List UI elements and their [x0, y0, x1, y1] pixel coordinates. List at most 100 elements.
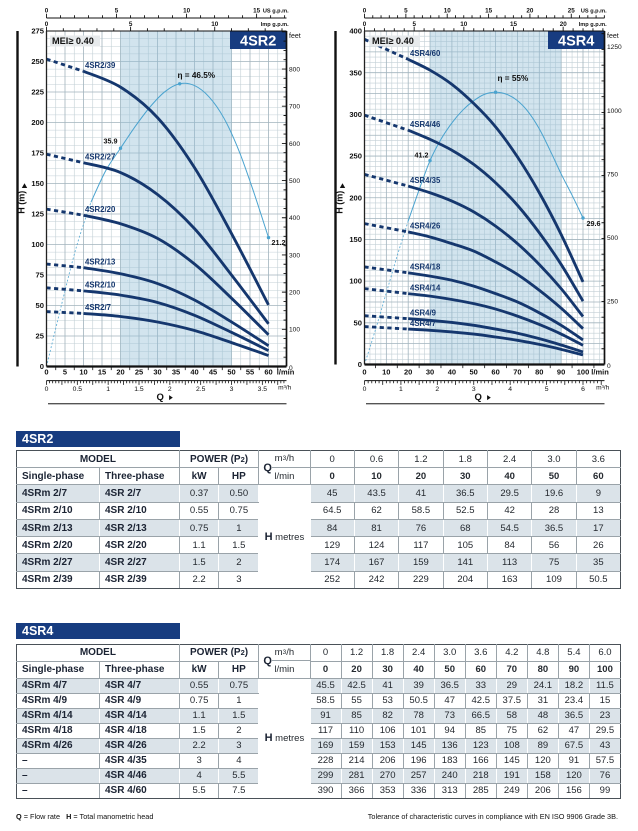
svg-text:2: 2 — [168, 386, 172, 393]
svg-text:40: 40 — [448, 368, 456, 377]
svg-text:10: 10 — [444, 8, 452, 15]
svg-text:50: 50 — [470, 368, 478, 377]
svg-text:10: 10 — [211, 21, 219, 28]
svg-text:100: 100 — [577, 368, 590, 377]
svg-text:100: 100 — [349, 277, 362, 286]
svg-text:50: 50 — [354, 318, 362, 327]
svg-text:25: 25 — [568, 8, 576, 15]
svg-text:4SR4: 4SR4 — [558, 34, 594, 50]
svg-text:4: 4 — [508, 386, 512, 393]
svg-text:MEI≥ 0.40: MEI≥ 0.40 — [372, 36, 414, 46]
svg-text:500: 500 — [289, 178, 300, 185]
svg-text:0: 0 — [363, 386, 367, 393]
svg-text:15: 15 — [253, 8, 261, 15]
svg-text:55: 55 — [246, 368, 254, 377]
svg-text:4SR4/7: 4SR4/7 — [410, 319, 436, 328]
svg-text:2.5: 2.5 — [196, 386, 206, 393]
svg-text:20: 20 — [404, 368, 412, 377]
svg-text:Q: Q — [475, 392, 482, 403]
svg-text:35.9: 35.9 — [104, 137, 118, 146]
svg-text:20: 20 — [526, 8, 534, 15]
svg-text:70: 70 — [513, 368, 521, 377]
svg-text:41.2: 41.2 — [415, 151, 429, 160]
svg-text:300: 300 — [289, 252, 300, 259]
svg-text:10: 10 — [79, 368, 87, 377]
svg-text:400: 400 — [349, 27, 362, 36]
svg-text:4SR4/14: 4SR4/14 — [410, 283, 441, 292]
svg-text:6: 6 — [581, 386, 585, 393]
svg-text:10: 10 — [460, 21, 468, 28]
svg-text:0: 0 — [44, 368, 48, 377]
svg-text:0: 0 — [607, 363, 611, 370]
svg-text:400: 400 — [289, 215, 300, 222]
svg-text:30: 30 — [153, 368, 161, 377]
svg-text:50: 50 — [36, 301, 44, 310]
svg-text:4SR4/60: 4SR4/60 — [410, 49, 441, 58]
svg-text:15: 15 — [98, 368, 106, 377]
svg-text:100: 100 — [289, 327, 300, 334]
svg-text:1250: 1250 — [607, 44, 622, 51]
svg-text:5: 5 — [412, 21, 416, 28]
svg-text:21.2: 21.2 — [272, 238, 286, 247]
svg-text:0: 0 — [362, 368, 366, 377]
svg-text:0: 0 — [289, 365, 293, 372]
svg-text:30: 30 — [426, 368, 434, 377]
svg-text:10: 10 — [183, 8, 191, 15]
svg-text:feet: feet — [607, 33, 619, 40]
svg-text:20: 20 — [116, 368, 124, 377]
svg-text:m³/h: m³/h — [278, 384, 292, 391]
svg-text:4SR2/10: 4SR2/10 — [85, 281, 116, 290]
svg-text:10: 10 — [382, 368, 390, 377]
svg-text:275: 275 — [31, 27, 44, 36]
svg-text:2: 2 — [435, 386, 439, 393]
svg-text:US g.p.m.: US g.p.m. — [263, 9, 289, 15]
svg-text:25: 25 — [135, 368, 143, 377]
svg-text:4SR2/20: 4SR2/20 — [85, 205, 116, 214]
svg-text:29.6: 29.6 — [587, 219, 601, 228]
svg-text:45: 45 — [209, 368, 217, 377]
svg-text:35: 35 — [172, 368, 180, 377]
svg-text:150: 150 — [31, 179, 44, 188]
svg-text:4SR4/35: 4SR4/35 — [410, 176, 441, 185]
svg-text:l/min: l/min — [591, 368, 609, 377]
svg-text:150: 150 — [349, 235, 362, 244]
svg-text:40: 40 — [190, 368, 198, 377]
svg-text:225: 225 — [31, 88, 44, 97]
svg-text:4SR2/39: 4SR2/39 — [85, 61, 116, 70]
svg-text:5: 5 — [115, 8, 119, 15]
svg-text:0: 0 — [40, 362, 44, 371]
svg-text:350: 350 — [349, 68, 362, 77]
svg-text:200: 200 — [349, 193, 362, 202]
svg-text:Imp g.p.m.: Imp g.p.m. — [579, 22, 607, 28]
svg-text:200: 200 — [289, 290, 300, 297]
svg-text:η = 55%: η = 55% — [498, 74, 529, 83]
svg-text:0: 0 — [358, 360, 362, 369]
svg-text:300: 300 — [349, 110, 362, 119]
svg-text:4SR4/9: 4SR4/9 — [410, 308, 437, 317]
svg-text:4SR4/26: 4SR4/26 — [410, 222, 441, 231]
svg-text:15: 15 — [510, 21, 518, 28]
svg-text:100: 100 — [31, 240, 44, 249]
svg-text:0.5: 0.5 — [73, 386, 83, 393]
svg-text:750: 750 — [607, 171, 618, 178]
svg-text:5: 5 — [404, 8, 408, 15]
svg-text:1.5: 1.5 — [134, 386, 144, 393]
svg-text:90: 90 — [557, 368, 565, 377]
svg-text:0: 0 — [45, 21, 49, 28]
svg-text:0: 0 — [363, 21, 367, 28]
svg-text:4SR2/7: 4SR2/7 — [85, 303, 111, 312]
svg-text:60: 60 — [491, 368, 499, 377]
svg-text:5: 5 — [63, 368, 67, 377]
svg-text:75: 75 — [36, 271, 45, 280]
svg-text:US g.p.m.: US g.p.m. — [581, 9, 607, 15]
svg-text:700: 700 — [289, 104, 300, 111]
svg-text:500: 500 — [607, 235, 618, 242]
svg-text:800: 800 — [289, 66, 300, 73]
svg-text:MEI≥ 0.40: MEI≥ 0.40 — [52, 36, 94, 46]
svg-text:H (m): H (m) — [335, 191, 345, 214]
svg-text:4SR4/46: 4SR4/46 — [410, 120, 441, 129]
svg-text:1: 1 — [106, 386, 110, 393]
svg-text:4SR2/13: 4SR2/13 — [85, 258, 116, 267]
svg-text:175: 175 — [31, 149, 44, 158]
svg-text:80: 80 — [535, 368, 543, 377]
